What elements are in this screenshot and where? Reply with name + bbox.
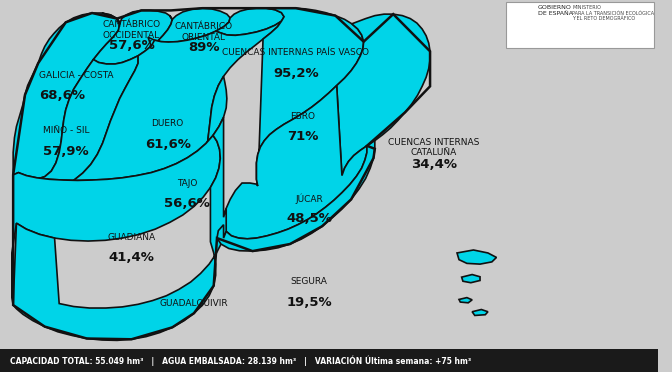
Text: 61,6%: 61,6% [144, 138, 191, 151]
Text: CUENCAS INTERNAS PAÍS VASCO: CUENCAS INTERNAS PAÍS VASCO [222, 48, 370, 57]
Text: 19,5%: 19,5% [286, 296, 332, 309]
Polygon shape [13, 76, 227, 219]
Text: EBRO: EBRO [290, 112, 315, 121]
Polygon shape [337, 14, 430, 176]
Text: CAPACIDAD TOTAL: 55.049 hm³   |   AGUA EMBALSADA: 28.139 hm³   |   VARIACIÓN Últ: CAPACIDAD TOTAL: 55.049 hm³ | AGUA EMBAL… [10, 355, 471, 366]
Polygon shape [12, 135, 220, 305]
Text: MINISTERIO
PARA LA TRANSICIÓN ECOLÓGICA
Y EL RETO DEMOGRÁFICO: MINISTERIO PARA LA TRANSICIÓN ECOLÓGICA … [572, 5, 655, 22]
Text: 68,6%: 68,6% [40, 89, 85, 102]
Polygon shape [13, 117, 226, 340]
Polygon shape [217, 141, 375, 251]
Polygon shape [13, 56, 138, 253]
Text: 56,6%: 56,6% [165, 197, 210, 210]
FancyBboxPatch shape [506, 2, 655, 48]
Polygon shape [26, 21, 282, 192]
Text: SEGURA: SEGURA [290, 277, 327, 286]
Polygon shape [462, 275, 480, 283]
Text: 34,4%: 34,4% [411, 158, 457, 171]
Text: 95,2%: 95,2% [273, 67, 319, 80]
Text: 57,6%: 57,6% [109, 39, 155, 52]
Text: CANTÁBRICO
ORIENTAL: CANTÁBRICO ORIENTAL [175, 22, 233, 42]
Text: JÚCAR: JÚCAR [295, 193, 323, 204]
Polygon shape [216, 8, 284, 35]
Text: 41,4%: 41,4% [109, 251, 155, 264]
Text: 89%: 89% [188, 41, 220, 54]
Text: GOBIERNO
DE ESPAÑA: GOBIERNO DE ESPAÑA [538, 5, 573, 16]
Text: GUADALQUIVIR: GUADALQUIVIR [160, 299, 228, 308]
Text: MIÑO - SIL: MIÑO - SIL [43, 126, 89, 135]
Text: 71%: 71% [287, 130, 318, 143]
Polygon shape [13, 13, 120, 179]
Polygon shape [459, 298, 472, 303]
Text: CUENCAS INTERNAS
CATALUÑA: CUENCAS INTERNAS CATALUÑA [388, 138, 480, 157]
Text: TAJO: TAJO [177, 179, 198, 187]
Polygon shape [224, 86, 367, 239]
FancyBboxPatch shape [0, 349, 658, 372]
Polygon shape [257, 8, 364, 186]
Polygon shape [472, 310, 488, 315]
Polygon shape [93, 10, 172, 64]
Text: GUADIANA: GUADIANA [108, 232, 156, 241]
Text: 48,5%: 48,5% [286, 212, 332, 225]
Polygon shape [148, 8, 230, 46]
Text: 57,9%: 57,9% [43, 145, 88, 158]
Text: CANTÁBRICO
OCCIDENTAL: CANTÁBRICO OCCIDENTAL [102, 20, 161, 40]
Text: DUERO: DUERO [152, 119, 184, 128]
Polygon shape [457, 250, 497, 264]
Text: GALICIA - COSTA: GALICIA - COSTA [40, 71, 114, 80]
